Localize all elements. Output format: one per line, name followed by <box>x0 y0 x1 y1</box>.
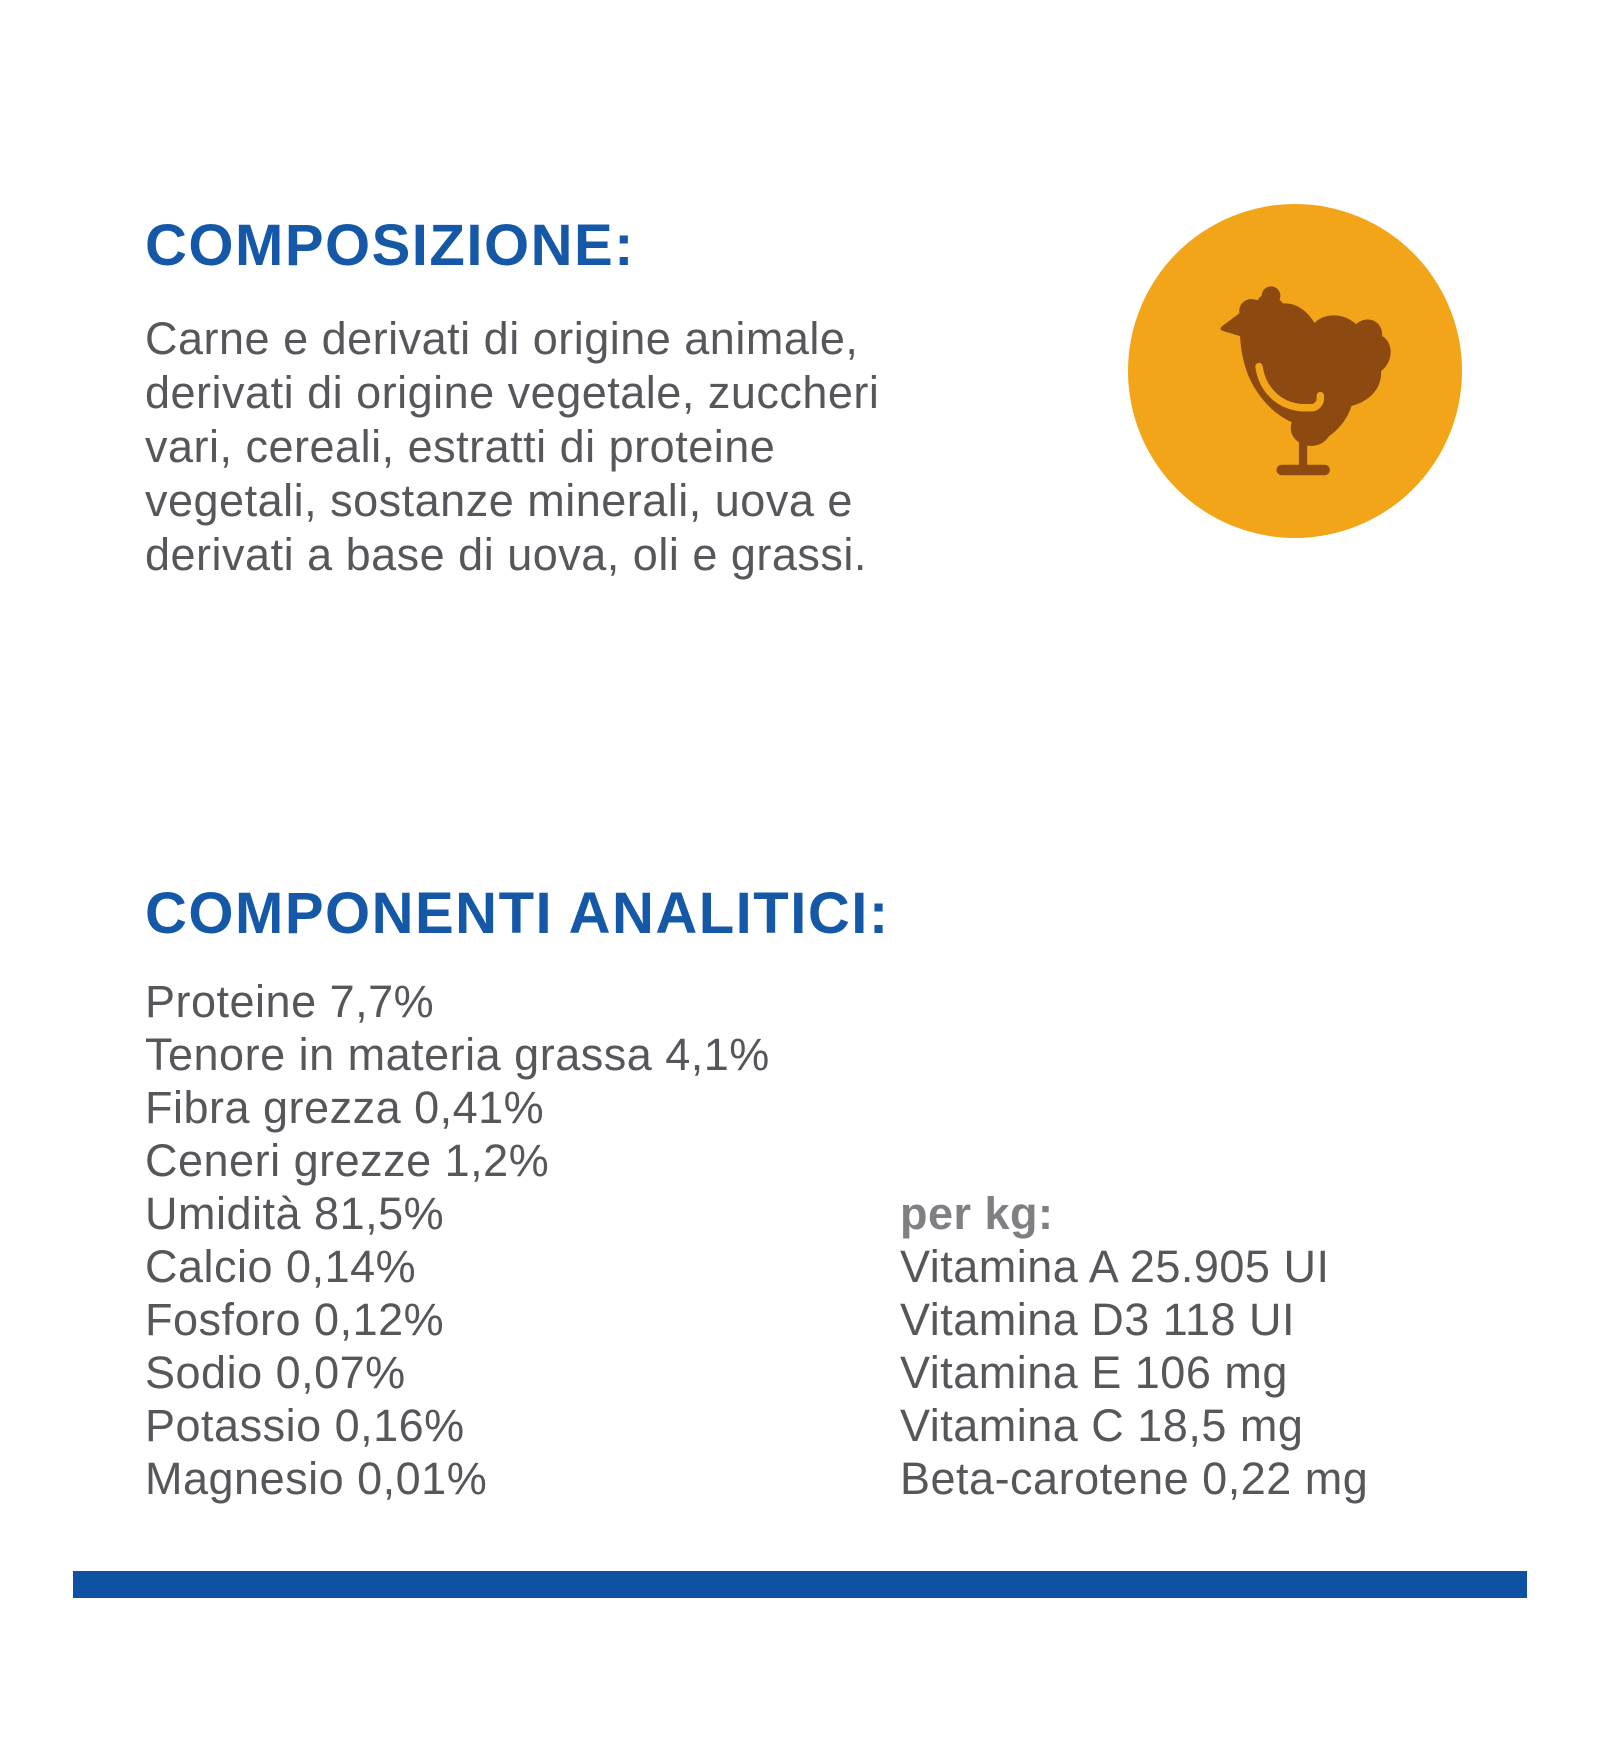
composition-text: Carne e derivati di origine animale, der… <box>145 312 879 582</box>
per-kg-item: Vitamina A 25.905 UI <box>900 1241 1330 1292</box>
chicken-badge <box>1128 204 1462 538</box>
analytical-item: Tenore in materia grassa 4,1% <box>145 1029 770 1080</box>
analytical-item: Proteine 7,7% <box>145 976 435 1027</box>
analytical-item: Fibra grezza 0,41% <box>145 1082 545 1133</box>
per-kg-item: Vitamina C 18,5 mg <box>900 1400 1304 1451</box>
per-kg-item: Beta-carotene 0,22 mg <box>900 1453 1369 1504</box>
composition-line: derivati a base di uova, oli e grassi. <box>145 529 867 580</box>
composition-line: vegetali, sostanze minerali, uova e <box>145 475 853 526</box>
analytical-item: Umidità 81,5% <box>145 1188 445 1239</box>
chicken-icon <box>1220 286 1391 476</box>
analytical-list: Proteine 7,7% Tenore in materia grassa 4… <box>145 975 770 1505</box>
per-kg-list: per kg: Vitamina A 25.905 UI Vitamina D3… <box>900 1187 1368 1505</box>
divider-bar <box>73 1571 1527 1598</box>
composition-line: derivati di origine vegetale, zuccheri <box>145 367 880 418</box>
analytical-item: Fosforo 0,12% <box>145 1294 445 1345</box>
analytical-item: Ceneri grezze 1,2% <box>145 1135 550 1186</box>
per-kg-label: per kg: <box>900 1188 1054 1239</box>
composition-line: Carne e derivati di origine animale, <box>145 313 859 364</box>
analytical-item: Magnesio 0,01% <box>145 1453 488 1504</box>
analytical-heading: COMPONENTI ANALITICI: <box>145 881 890 946</box>
analytical-item: Sodio 0,07% <box>145 1347 406 1398</box>
analytical-item: Potassio 0,16% <box>145 1400 465 1451</box>
wing-line <box>1255 362 1324 412</box>
chicken-silhouette <box>1220 286 1391 476</box>
per-kg-item: Vitamina D3 118 UI <box>900 1294 1296 1345</box>
composition-heading: COMPOSIZIONE: <box>145 213 635 278</box>
per-kg-item: Vitamina E 106 mg <box>900 1347 1288 1398</box>
composition-line: vari, cereali, estratti di proteine <box>145 421 776 472</box>
analytical-item: Calcio 0,14% <box>145 1241 417 1292</box>
